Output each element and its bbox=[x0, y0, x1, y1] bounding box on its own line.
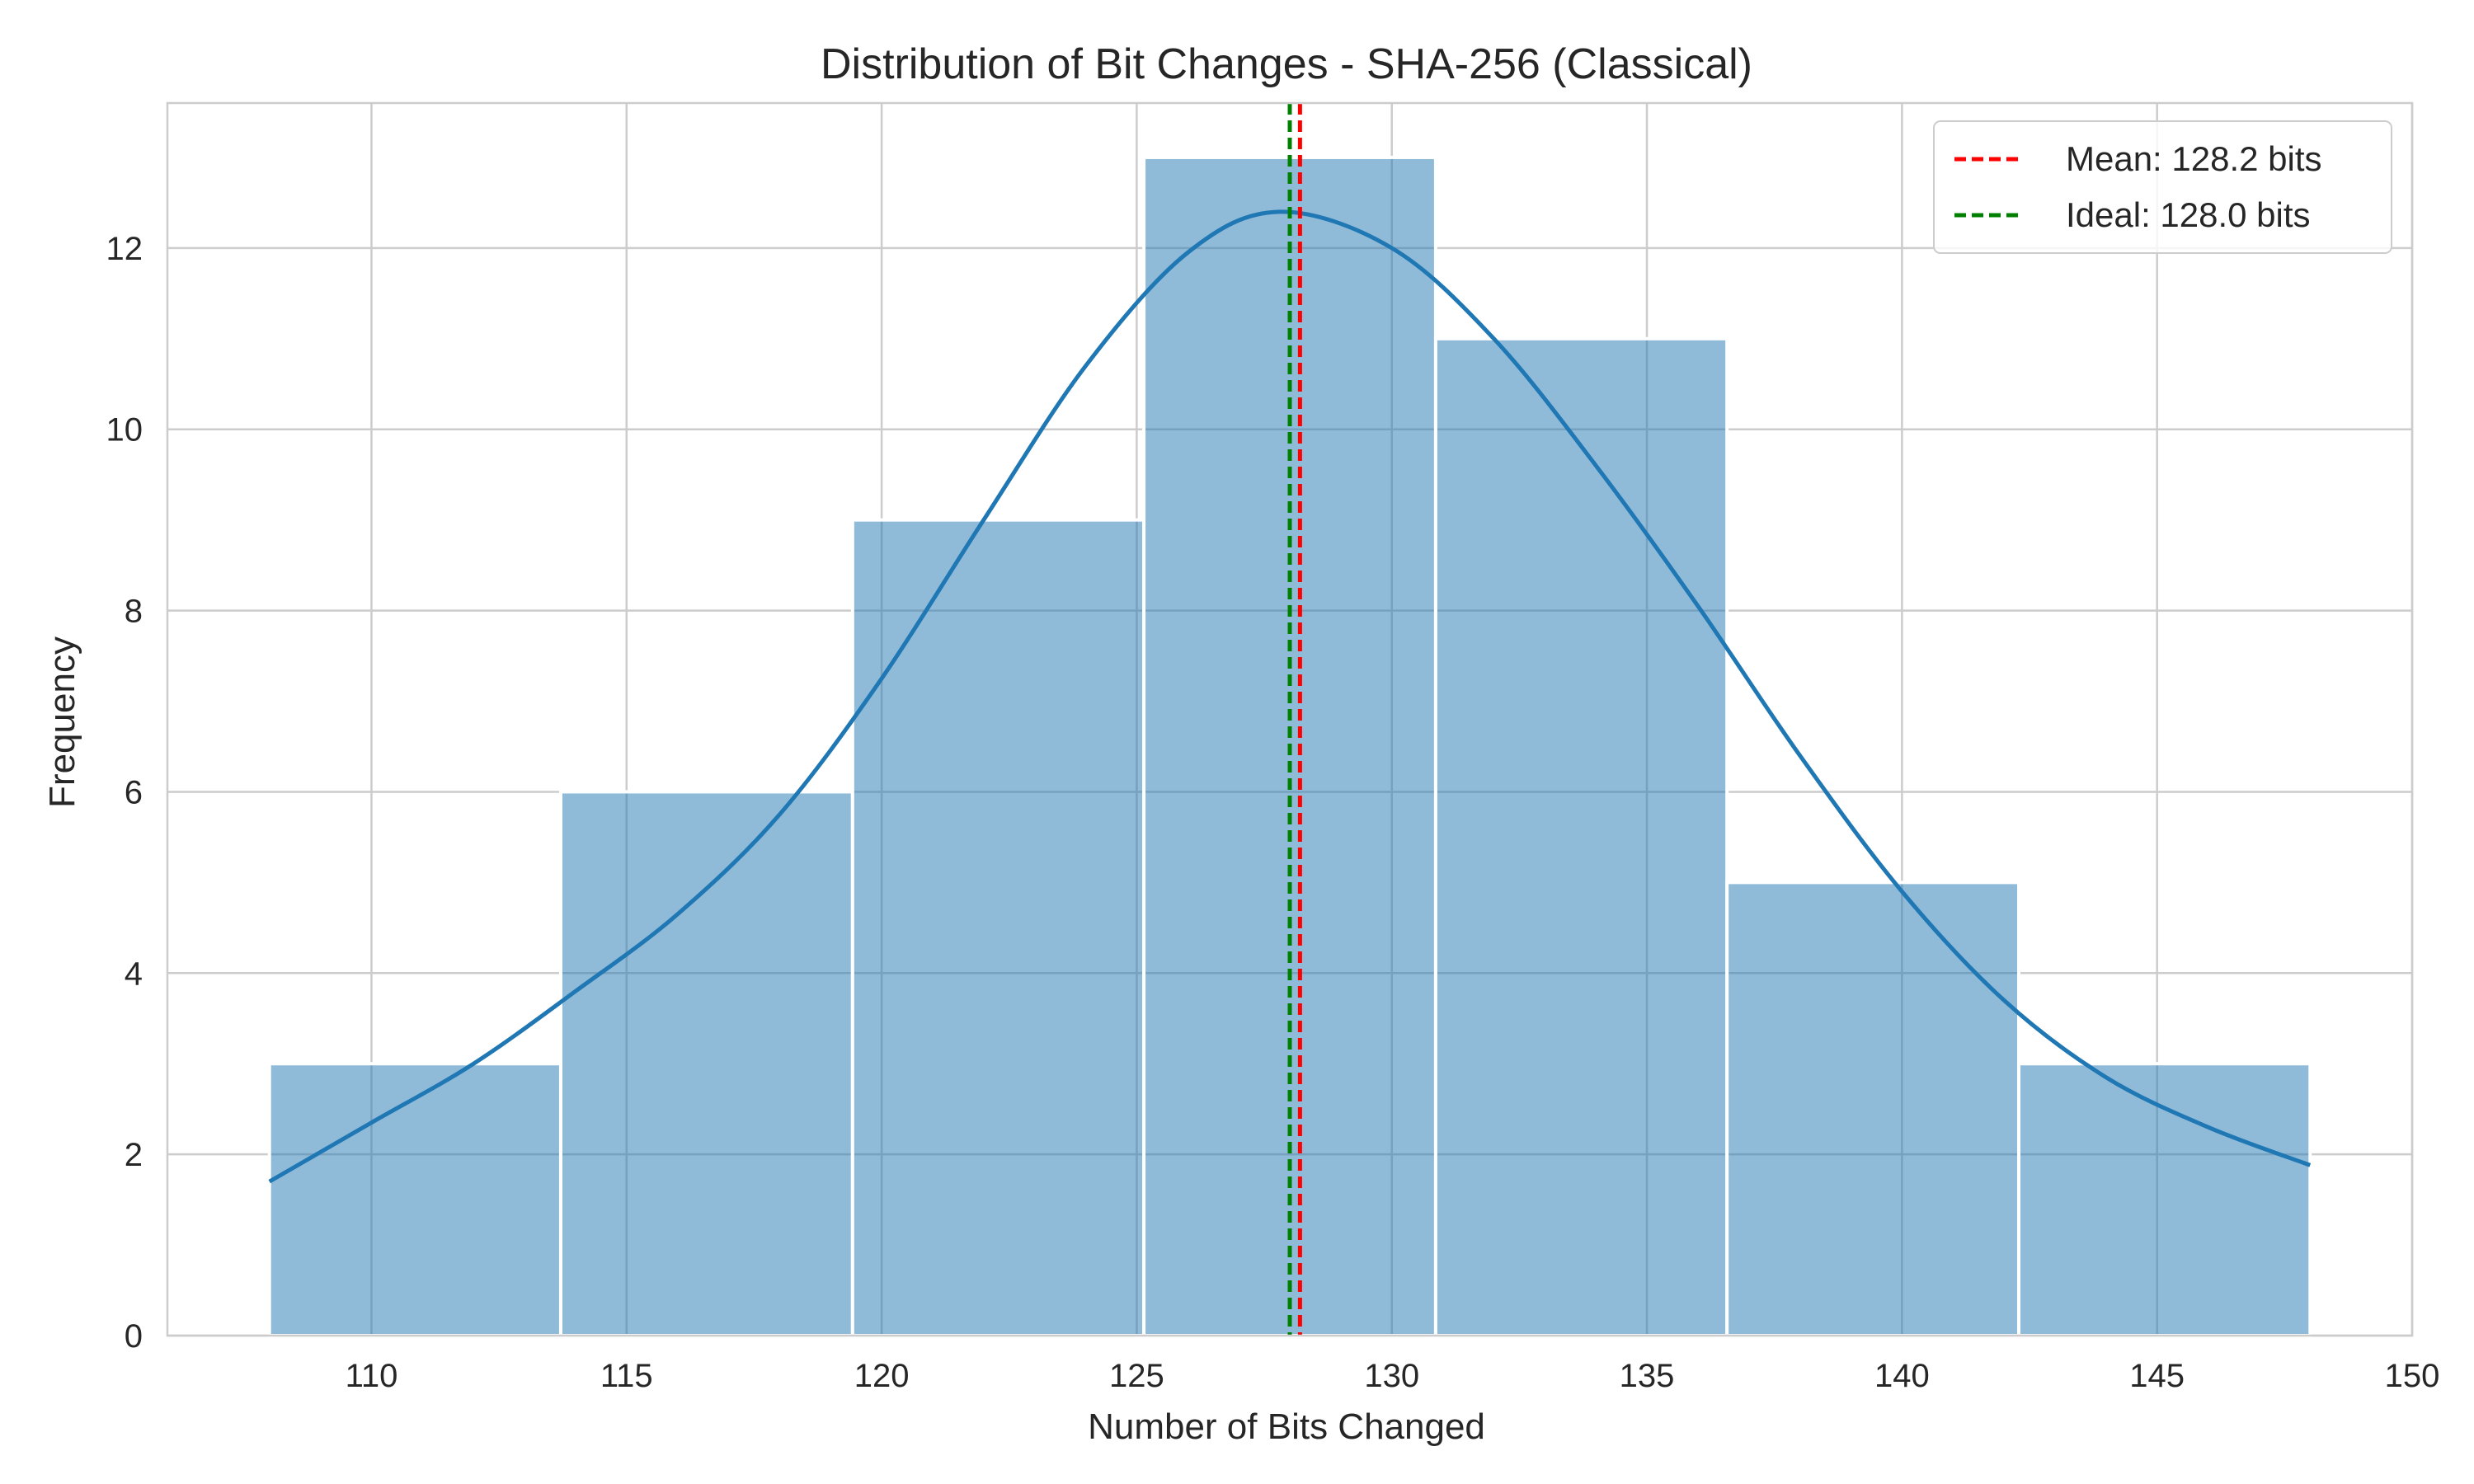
histogram-bar bbox=[850, 518, 1146, 1337]
histogram-bar bbox=[558, 790, 854, 1337]
histogram-bar bbox=[267, 1062, 562, 1337]
plot-frame bbox=[166, 101, 2414, 1337]
x-tick-label: 120 bbox=[854, 1358, 910, 1394]
y-axis-label: Frequency bbox=[42, 636, 82, 808]
legend-box bbox=[1933, 120, 2392, 254]
kde-curve bbox=[268, 209, 2312, 1184]
legend-label-mean: Mean: 128.2 bits bbox=[2066, 139, 2322, 178]
x-tick-labels: 110 115 120 125 130 135 140 145 150 bbox=[346, 1358, 2440, 1394]
y-tick-label: 6 bbox=[125, 774, 143, 810]
histogram-bar bbox=[1725, 881, 2021, 1337]
y-tick-label: 4 bbox=[125, 956, 143, 992]
chart-title: Distribution of Bit Changes - SHA-256 (C… bbox=[821, 40, 1752, 88]
y-tick-label: 10 bbox=[106, 412, 143, 448]
x-tick-label: 150 bbox=[2385, 1358, 2440, 1394]
x-tick-label: 135 bbox=[1620, 1358, 1675, 1394]
y-tick-labels: 0 2 4 6 8 10 12 bbox=[106, 231, 143, 1355]
histogram-bar bbox=[2017, 1062, 2312, 1337]
y-tick-label: 12 bbox=[106, 231, 143, 267]
x-tick-label: 140 bbox=[1874, 1358, 1930, 1394]
y-tick-label: 0 bbox=[125, 1318, 143, 1355]
x-tick-label: 145 bbox=[2129, 1358, 2185, 1394]
y-tick-label: 8 bbox=[125, 594, 143, 630]
x-tick-label: 125 bbox=[1109, 1358, 1164, 1394]
x-tick-label: 115 bbox=[600, 1358, 653, 1394]
histogram-bar bbox=[1433, 336, 1729, 1337]
legend-label-ideal: Ideal: 128.0 bits bbox=[2066, 195, 2311, 234]
x-tick-label: 130 bbox=[1364, 1358, 1419, 1394]
x-tick-label: 110 bbox=[346, 1358, 398, 1394]
reference-lines bbox=[1287, 103, 1302, 1336]
legend: Mean: 128.2 bits Ideal: 128.0 bits bbox=[1933, 120, 2392, 254]
x-axis-label: Number of Bits Changed bbox=[1088, 1407, 1485, 1447]
y-tick-label: 2 bbox=[125, 1137, 143, 1173]
kde-curve-layer bbox=[268, 209, 2312, 1184]
